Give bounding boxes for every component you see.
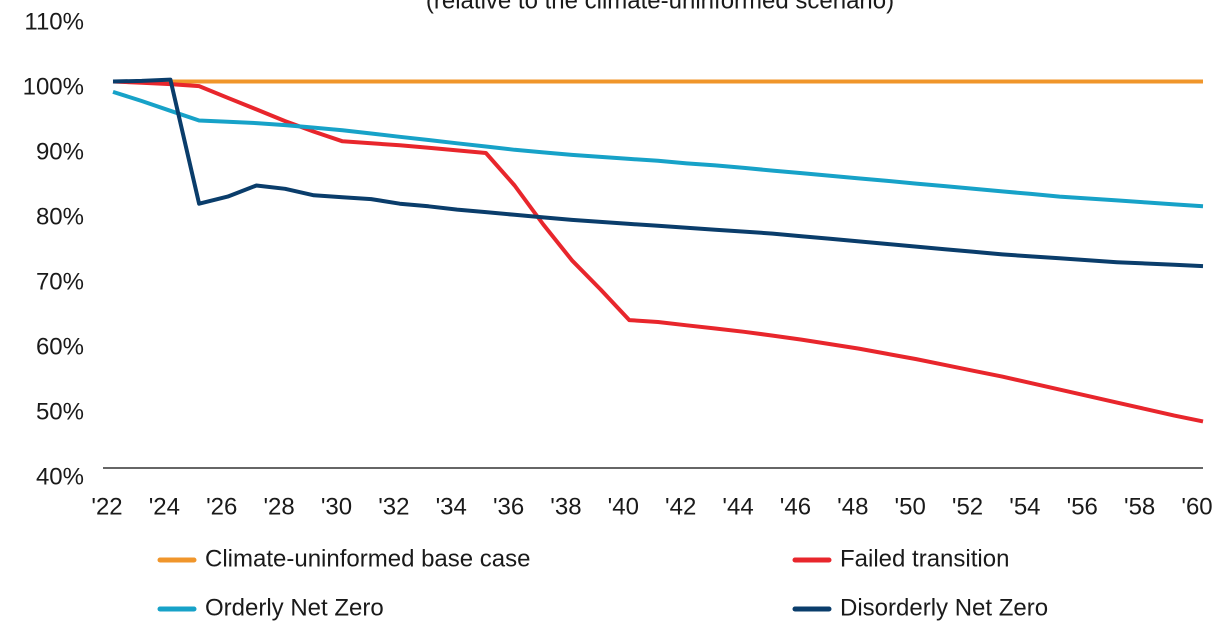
x-tick-label: '36 (493, 493, 524, 520)
x-tick-label: '24 (149, 493, 180, 520)
series-line (112, 89, 1204, 209)
x-tick-label: '34 (436, 493, 467, 520)
x-tick-label: '58 (1124, 493, 1155, 520)
x-tick-label: '42 (665, 493, 696, 520)
x-tick-label: '46 (780, 493, 811, 520)
y-tick-label: 100% (23, 73, 84, 100)
x-tick-label: '60 (1181, 493, 1212, 520)
y-tick-label: 110% (24, 8, 84, 35)
y-tick-label: 80% (36, 203, 84, 230)
legend-label: Orderly Net Zero (205, 594, 384, 621)
x-tick-label: '38 (550, 493, 581, 520)
x-tick-label: '30 (321, 493, 352, 520)
x-tick-label: '56 (1067, 493, 1098, 520)
y-tick-label: 70% (36, 268, 84, 295)
x-tick-label: '54 (1009, 493, 1040, 520)
x-tick-label: '52 (952, 493, 983, 520)
x-tick-label: '26 (206, 493, 237, 520)
y-tick-label: 60% (36, 333, 84, 360)
y-tick-label: 50% (36, 398, 84, 425)
y-tick-label: 90% (36, 138, 84, 165)
series-line (112, 79, 1204, 424)
series-line (112, 77, 1204, 269)
x-tick-label: '50 (895, 493, 926, 520)
x-tick-label: '32 (378, 493, 409, 520)
chart-subtitle: (relative to the climate-uninformed scen… (426, 0, 894, 14)
x-tick-label: '48 (837, 493, 868, 520)
x-tick-label: '22 (91, 493, 122, 520)
legend-label: Failed transition (840, 545, 1009, 572)
x-tick-label: '40 (608, 493, 639, 520)
legend-label: Disorderly Net Zero (840, 594, 1048, 621)
x-tick-label: '28 (263, 493, 294, 520)
x-tick-label: '44 (722, 493, 753, 520)
y-tick-label: 40% (36, 463, 84, 490)
legend-label: Climate-uninformed base case (205, 545, 531, 572)
